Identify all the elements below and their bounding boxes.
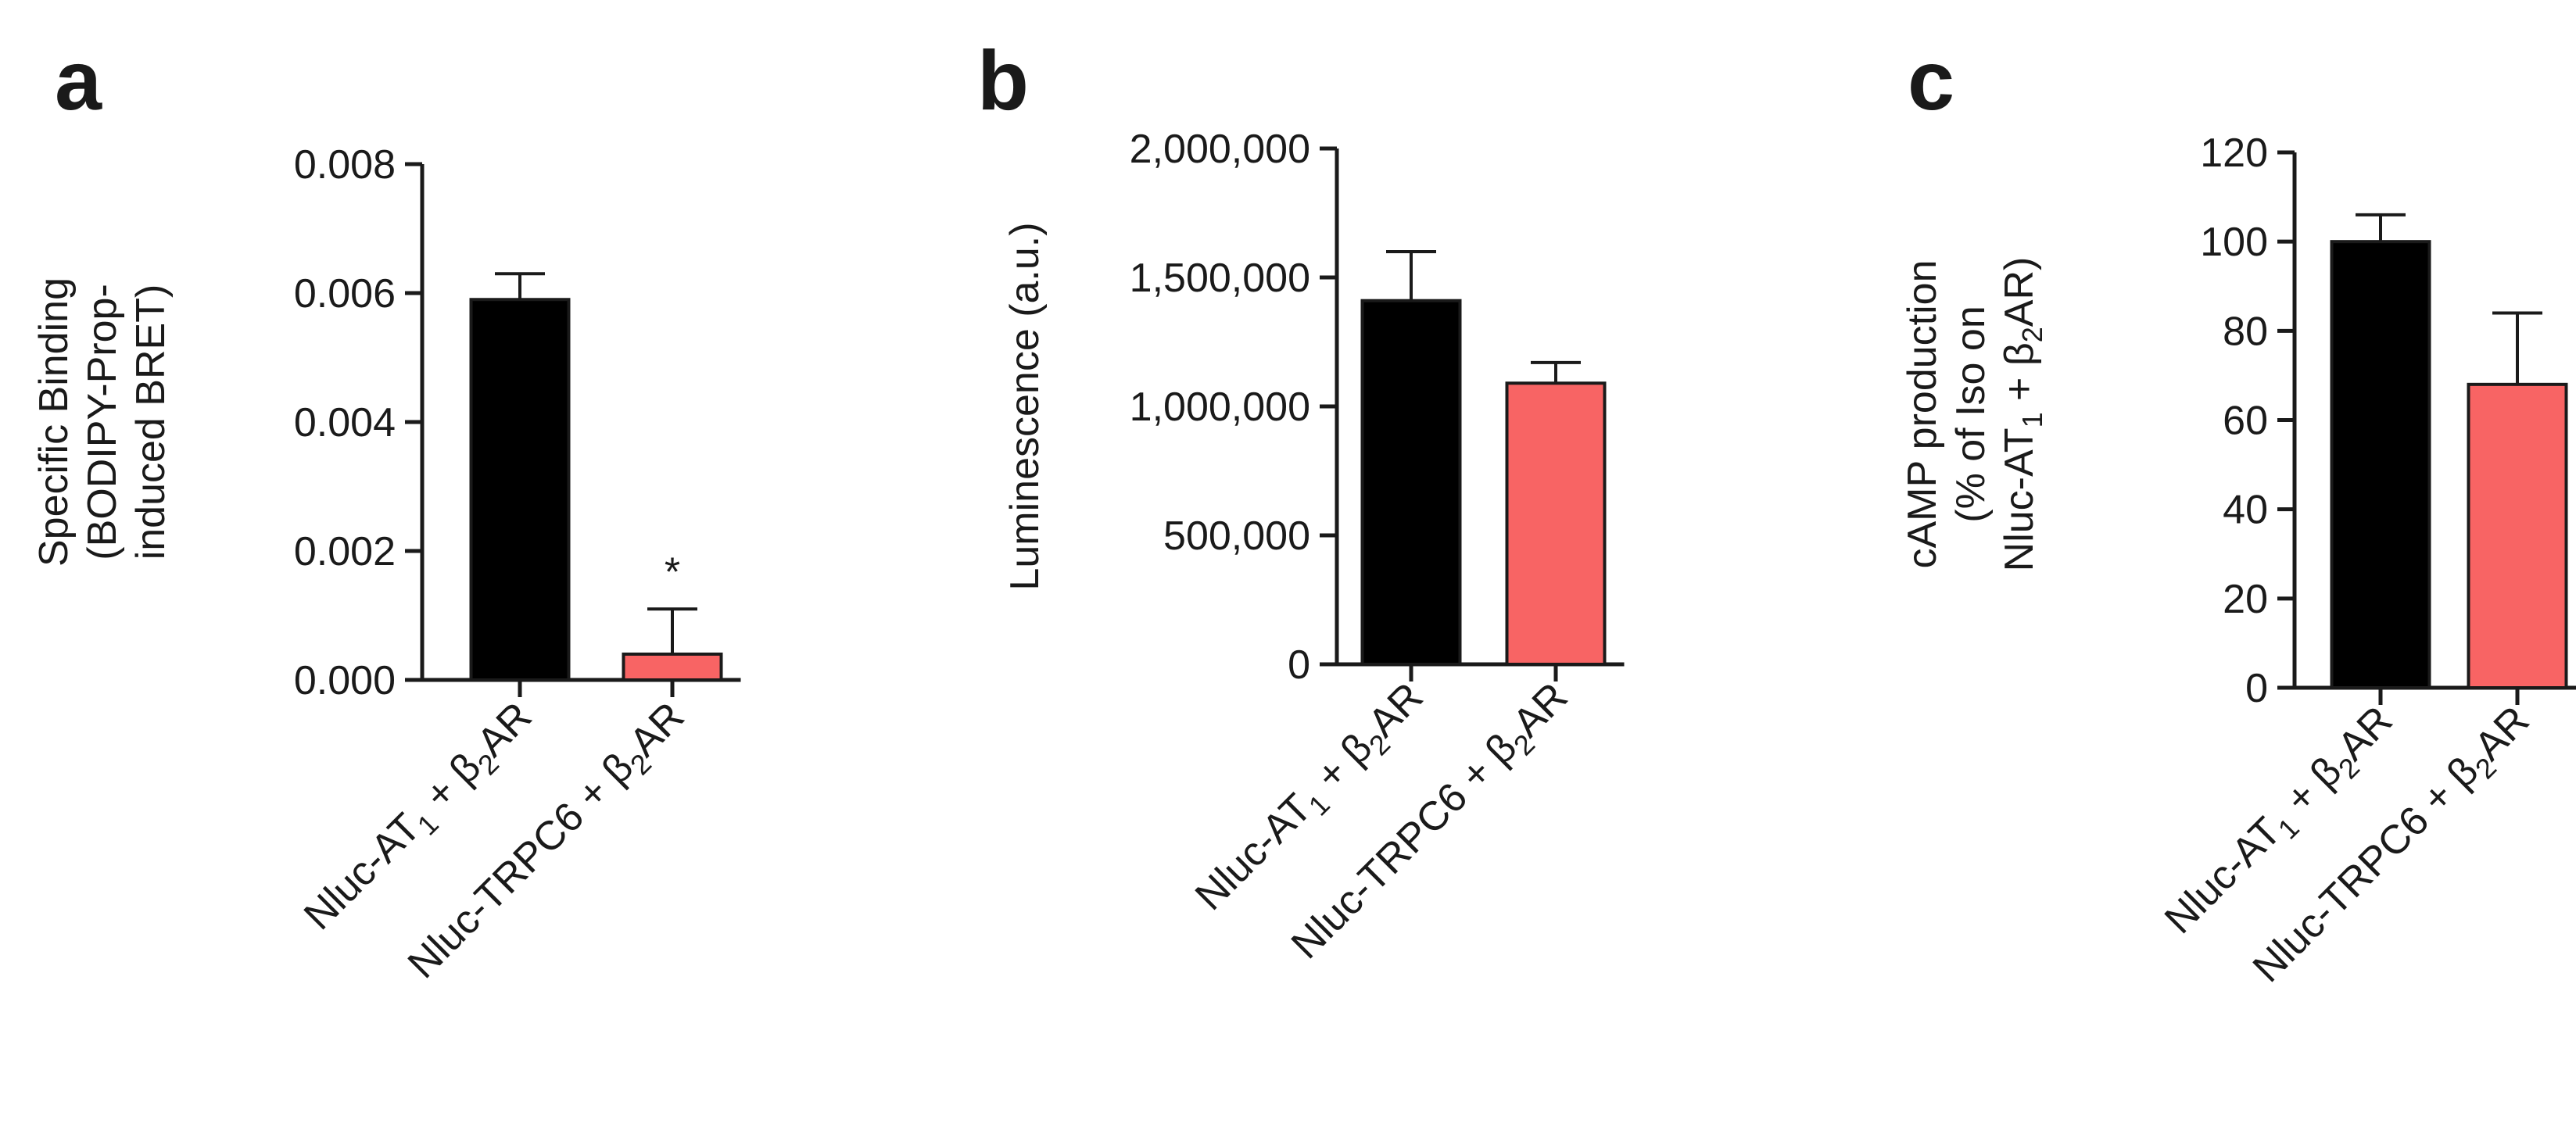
- y-axis-title: Specific Binding(BODIPY-Prop-induced BRE…: [31, 277, 174, 567]
- y-tick-label: 0: [1288, 642, 1310, 688]
- category-label-2: Nluc-TRPC6 + β2AR: [399, 693, 697, 991]
- category-label-2: Nluc-TRPC6 + β2AR: [1283, 674, 1581, 971]
- label-part-sub2: 2: [2016, 327, 2048, 342]
- bar-2: [1505, 381, 1607, 666]
- y-tick-label: 500,000: [1163, 513, 1310, 559]
- y-axis-title-line: (% of Iso on: [1948, 306, 1994, 522]
- y-tick-label: 2,000,000: [1130, 127, 1310, 172]
- y-tick-label: 20: [2223, 577, 2268, 622]
- y-axis-title-line: cAMP production: [1900, 259, 1945, 568]
- bar-1: [469, 298, 571, 681]
- panel-letter: b: [977, 33, 1029, 127]
- label-part-sub1: 1: [2016, 412, 2048, 427]
- y-tick-label: 0.004: [294, 400, 396, 445]
- category-label-1: Nluc-AT1 + β2AR: [1187, 674, 1436, 923]
- bar-2: [2467, 382, 2568, 689]
- chart-panel-c: c 0 20 40 60 80 100 120 cAMP production(% of Iso…: [1900, 33, 2576, 995]
- category-label-2: Nluc-TRPC6 + β2AR: [2245, 697, 2542, 995]
- y-tick-label: 1,500,000: [1130, 256, 1310, 301]
- y-axis-title: cAMP production(% of Iso onNluc-AT1 + β2…: [1900, 257, 2048, 572]
- y-tick-label: 0.000: [294, 658, 396, 703]
- label-part-pre: Nluc-AT: [1187, 785, 1320, 919]
- category-label-1: Nluc-AT1 + β2AR: [2156, 697, 2406, 946]
- label-part-pre: Nluc-AT: [2156, 809, 2290, 943]
- y-axis-title-line: induced BRET): [128, 284, 174, 560]
- y-axis-title-line: (BODIPY-Prop-: [80, 284, 125, 560]
- y-tick-label: 60: [2223, 399, 2268, 444]
- y-tick-label: 0.006: [294, 271, 396, 317]
- label-part-pre: Nluc-AT: [296, 805, 429, 939]
- bar-1: [2330, 240, 2431, 689]
- label-part-pre: Nluc-AT: [1997, 427, 2042, 571]
- y-axis-title-line: Luminescence (a.u.): [1002, 222, 1048, 590]
- y-axis-title: Luminescence (a.u.): [1002, 222, 1048, 590]
- y-tick-label: 0.008: [294, 142, 396, 188]
- y-axis-title-line: Specific Binding: [31, 277, 77, 567]
- y-tick-label: 1,000,000: [1130, 385, 1310, 430]
- y-tick-label: 120: [2200, 131, 2268, 176]
- bar-2: [622, 653, 723, 681]
- panel-letter: a: [55, 33, 102, 127]
- y-tick-label: 0: [2245, 666, 2268, 711]
- label-part-post: AR): [1997, 257, 2042, 327]
- y-tick-label: 40: [2223, 488, 2268, 533]
- y-axis-title-line: Nluc-AT1 + β2AR): [1997, 257, 2048, 572]
- chart-panel-a: a 0.000 0.002 0.004 0.006 0.008 Specific Bindi…: [31, 33, 741, 991]
- panel-letter: c: [1908, 33, 1954, 127]
- bar-1: [1360, 299, 1462, 666]
- chart-panel-b: b 0 500,000 1,000,000 1,500,000 2,000,000 Lumi…: [977, 33, 1625, 971]
- significance-marker: *: [665, 549, 680, 595]
- y-tick-label: 0.002: [294, 529, 396, 574]
- y-tick-label: 80: [2223, 309, 2268, 354]
- label-part-mid: + β: [1997, 342, 2042, 412]
- y-tick-label: 100: [2200, 220, 2268, 265]
